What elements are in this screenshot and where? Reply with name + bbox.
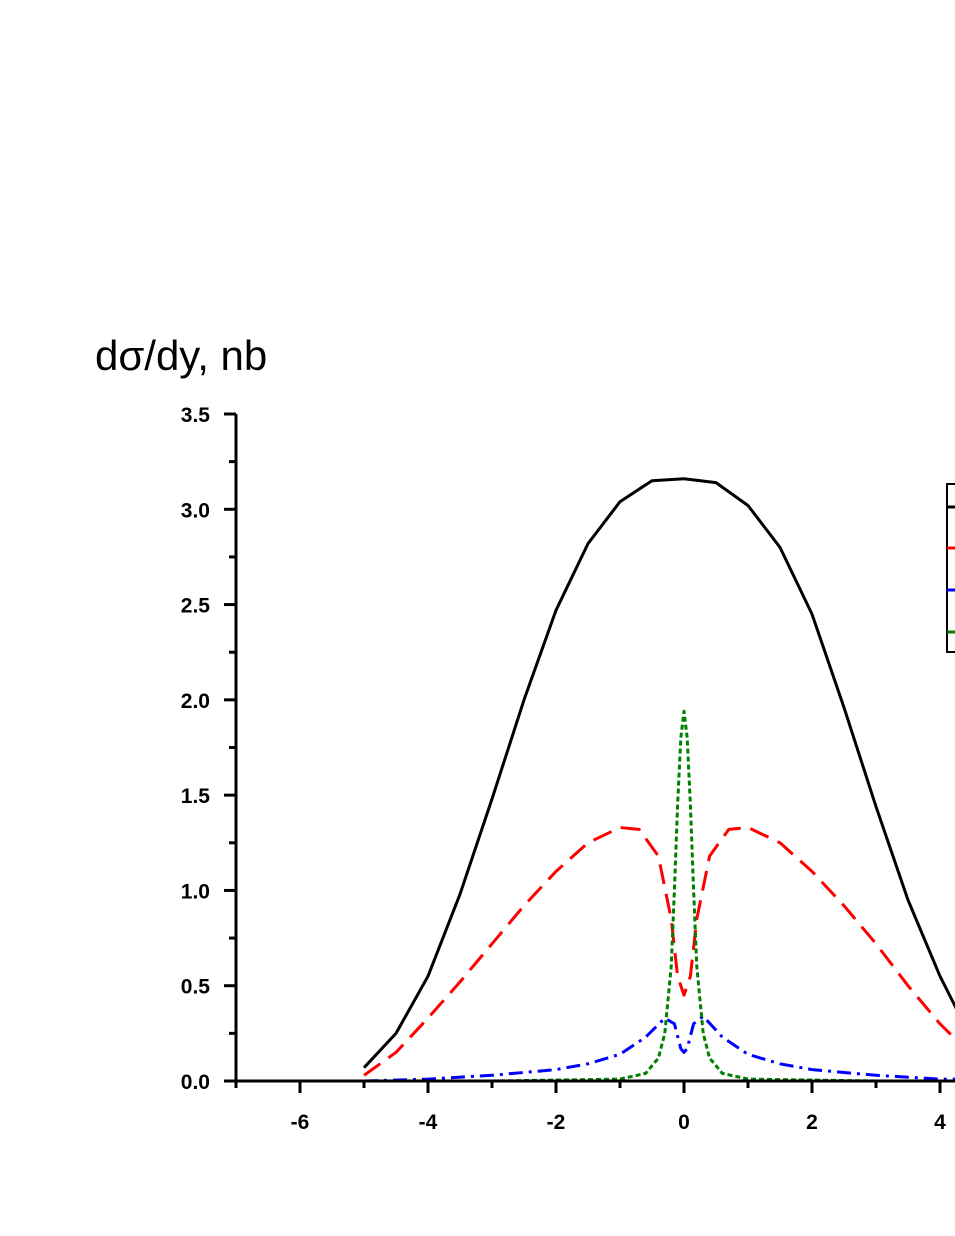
x-tick-label: 4	[934, 1111, 946, 1134]
legend	[946, 483, 955, 653]
series-line-1	[362, 477, 955, 1069]
series-line-4	[364, 709, 955, 1083]
series-line-2	[363, 826, 955, 1077]
y-tick-label: 0.5	[181, 976, 211, 999]
y-tick-label: 2.0	[181, 690, 210, 713]
y-axis-title: dσ/dy, nb	[95, 332, 267, 379]
x-tick-label: -2	[547, 1111, 566, 1134]
axes: 0.0 0.5 1.0 1.5 2.0 2.5 3.0 3.5 -6 -4 -2 0 2 4	[181, 404, 955, 1134]
x-tick-label: 2	[806, 1111, 818, 1134]
y-tick-label: 2.5	[181, 595, 211, 618]
plot-lines	[362, 477, 955, 1083]
series-line-3	[363, 1014, 955, 1083]
x-tick-label: -6	[291, 1111, 310, 1134]
y-tick-label: 1.5	[181, 785, 211, 808]
y-tick-label: 1.0	[181, 880, 210, 903]
y-tick-label: 0.0	[181, 1071, 210, 1094]
y-tick-label: 3.0	[181, 499, 210, 522]
x-tick-label: 0	[678, 1111, 690, 1134]
y-tick-label: 3.5	[181, 404, 211, 427]
x-tick-label: -4	[419, 1111, 438, 1134]
legend-box	[946, 483, 955, 653]
